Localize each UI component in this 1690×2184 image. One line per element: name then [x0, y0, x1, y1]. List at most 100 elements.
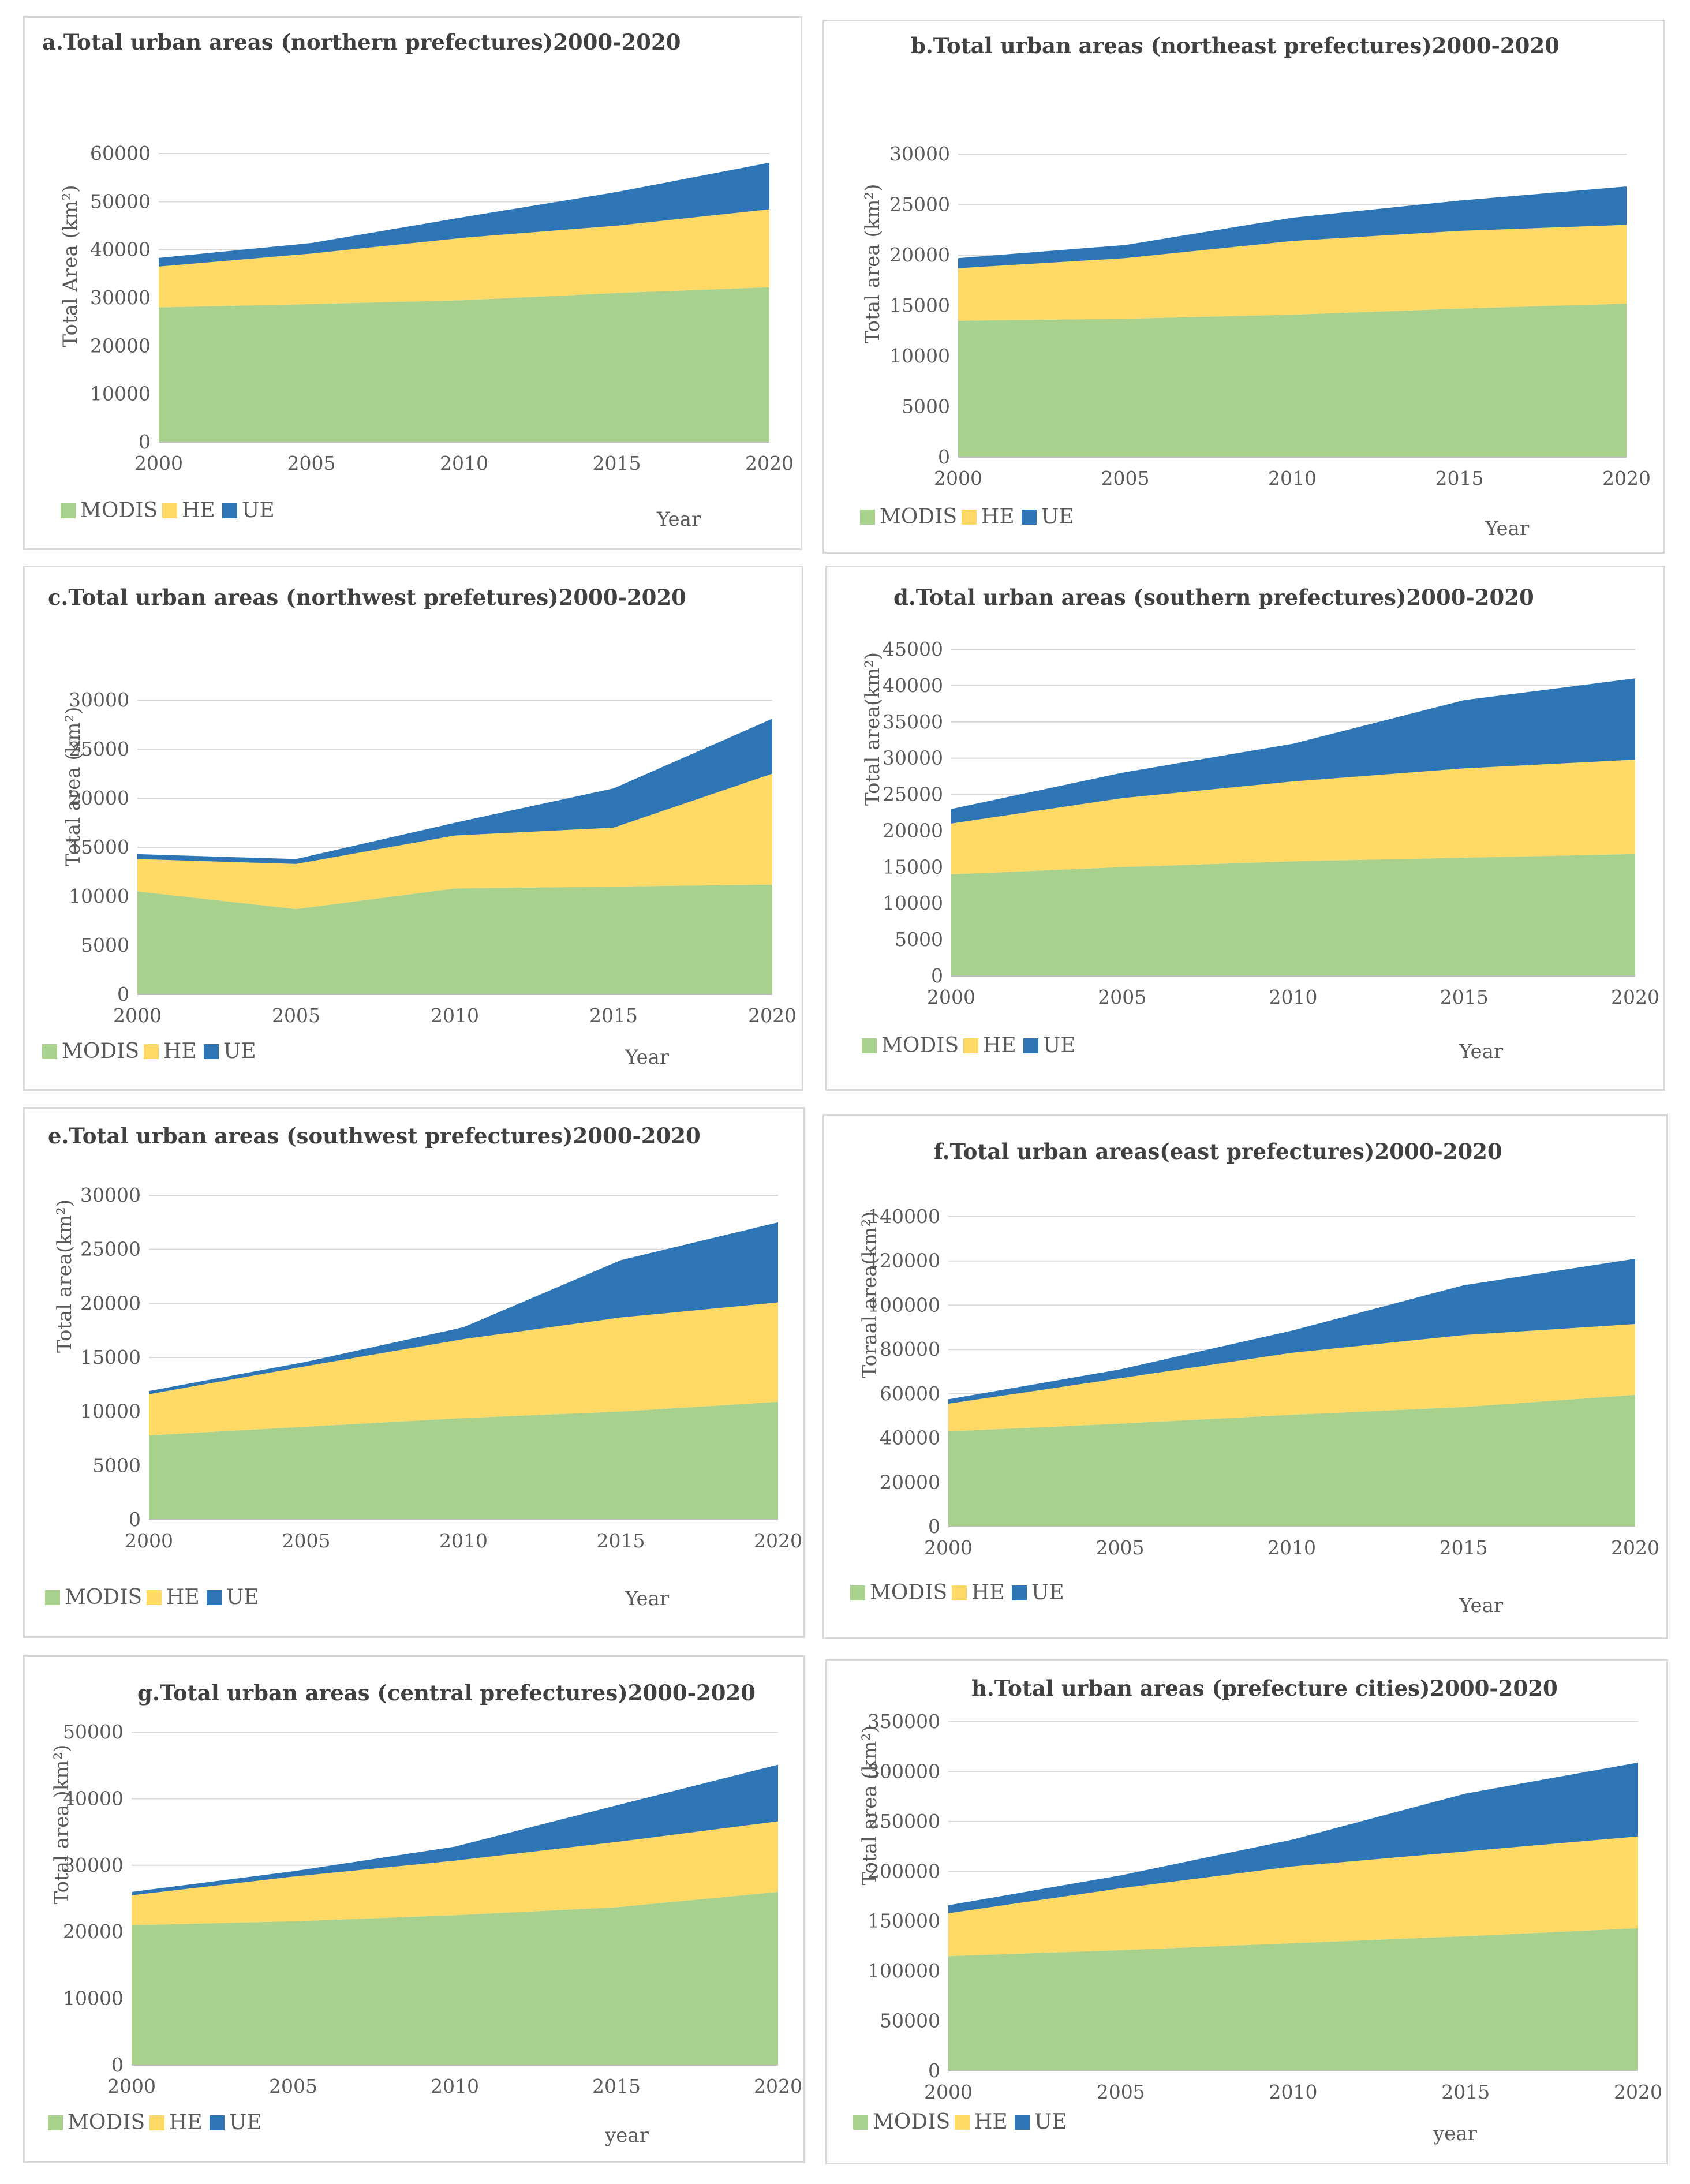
y-tick-label: 15000	[80, 1346, 141, 1368]
legend-swatch-ue	[1022, 510, 1037, 525]
legend-swatch-he	[162, 503, 177, 518]
x-tick-label: 2000	[927, 986, 975, 1008]
x-axis-label: year	[604, 2124, 649, 2147]
legend-swatch-modis	[850, 1585, 865, 1600]
area-he	[132, 1821, 778, 1925]
y-tick-label: 25000	[889, 193, 950, 216]
legend-label-modis: MODIS	[870, 1581, 947, 1605]
y-tick-label: 200000	[868, 1860, 940, 1882]
chart-svg-c: c.Total urban areas (northwest prefeture…	[42, 585, 797, 1069]
x-tick-label: 2020	[1611, 986, 1659, 1008]
y-tick-label: 100000	[868, 1293, 940, 1316]
x-tick-label: 2005	[1101, 467, 1150, 489]
area-modis	[132, 1891, 778, 2065]
area-modis	[137, 884, 772, 994]
area-modis	[958, 304, 1627, 457]
y-tick-label: 10000	[889, 345, 950, 367]
y-tick-label: 350000	[868, 1710, 940, 1733]
y-tick-label: 0	[931, 964, 943, 987]
chart-title: b.Total urban areas (northeast prefectur…	[911, 33, 1560, 58]
y-tick-label: 20000	[90, 334, 151, 357]
x-tick-label: 2005	[287, 452, 336, 474]
y-tick-label: 30000	[889, 143, 950, 165]
chart-title: d.Total urban areas (southern prefecture…	[893, 585, 1534, 610]
y-tick-label: 100000	[868, 1959, 940, 1982]
area-modis	[159, 287, 769, 442]
x-tick-label: 2010	[431, 1004, 479, 1027]
y-tick-label: 40000	[63, 1787, 124, 1809]
chart-title: a.Total urban areas (northern prefecture…	[42, 29, 681, 55]
x-tick-label: 2020	[745, 452, 794, 474]
chart-svg-e: e.Total urban areas (southwest prefectur…	[45, 1123, 802, 1610]
y-tick-label: 40000	[883, 674, 943, 697]
area-modis	[948, 1394, 1635, 1527]
x-tick-label: 2010	[1268, 1536, 1316, 1559]
chart-panel-e: e.Total urban areas (southwest prefectur…	[23, 1107, 805, 1638]
x-tick-label: 2020	[748, 1004, 797, 1027]
area-modis	[149, 1401, 778, 1520]
chart-panel-h: h.Total urban areas (prefecture cities)2…	[825, 1659, 1668, 2164]
x-tick-label: 2015	[593, 452, 641, 474]
y-tick-label: 80000	[880, 1338, 940, 1360]
legend-label-ue: UE	[1034, 2110, 1067, 2134]
legend-label-he: HE	[971, 1581, 1005, 1605]
y-tick-label: 60000	[90, 142, 151, 164]
area-he	[159, 209, 769, 308]
chart-svg-h: h.Total urban areas (prefecture cities)2…	[853, 1676, 1662, 2145]
y-tick-label: 5000	[895, 928, 943, 951]
y-tick-label: 25000	[69, 738, 129, 760]
area-ue	[951, 678, 1635, 824]
y-tick-label: 30000	[90, 286, 151, 309]
legend-label-modis: MODIS	[62, 1039, 139, 1063]
y-tick-label: 40000	[880, 1427, 940, 1449]
area-modis	[948, 1928, 1638, 2071]
y-tick-label: 10000	[63, 1987, 124, 2010]
chart-panel-d: d.Total urban areas (southern prefecture…	[825, 566, 1665, 1091]
x-tick-label: 2010	[1269, 986, 1318, 1008]
chart-svg-g: g.Total urban areas (central prefectures…	[48, 1680, 802, 2147]
x-axis-label: Year	[656, 508, 701, 531]
legend-swatch-he	[952, 1585, 967, 1600]
y-tick-label: 20000	[80, 1292, 141, 1314]
y-tick-label: 15000	[69, 836, 129, 858]
chart-panel-g: g.Total urban areas (central prefectures…	[23, 1655, 805, 2163]
y-tick-label: 20000	[880, 1471, 940, 1493]
x-tick-label: 2020	[1602, 467, 1651, 489]
y-tick-label: 250000	[868, 1810, 940, 1833]
x-tick-label: 2020	[754, 2075, 802, 2097]
x-axis-label: Year	[1459, 1594, 1504, 1617]
y-tick-label: 0	[129, 1508, 141, 1531]
x-tick-label: 2000	[125, 1529, 173, 1552]
y-tick-label: 25000	[80, 1238, 141, 1261]
legend-swatch-ue	[210, 2115, 225, 2130]
y-tick-label: 5000	[902, 395, 950, 418]
chart-svg-a: a.Total urban areas (northern prefecture…	[42, 29, 794, 531]
legend-swatch-modis	[45, 1590, 60, 1605]
x-tick-label: 2015	[1441, 2081, 1490, 2103]
area-ue	[948, 1762, 1638, 1913]
legend-swatch-modis	[853, 2115, 868, 2130]
y-tick-label: 20000	[69, 787, 129, 809]
x-tick-label: 2005	[1096, 1536, 1145, 1559]
area-modis	[951, 854, 1635, 976]
area-he	[948, 1836, 1638, 1957]
legend-swatch-ue	[207, 1590, 222, 1605]
legend-label-ue: UE	[1041, 505, 1074, 529]
x-tick-label: 2020	[754, 1529, 802, 1552]
y-tick-label: 15000	[883, 855, 943, 878]
y-tick-label: 35000	[883, 710, 943, 733]
area-ue	[132, 1764, 778, 1895]
y-axis-label: Total area )km²)	[50, 1745, 73, 1905]
chart-panel-f: f.Total urban areas(east prefectures)200…	[822, 1114, 1668, 1639]
y-tick-label: 120000	[868, 1250, 940, 1272]
chart-svg-b: b.Total urban areas (northeast prefectur…	[860, 33, 1651, 540]
legend-label-he: HE	[169, 2111, 203, 2134]
y-tick-label: 0	[938, 446, 950, 468]
y-tick-label: 60000	[880, 1382, 940, 1405]
chart-title: f.Total urban areas(east prefectures)200…	[934, 1139, 1502, 1164]
y-tick-label: 30000	[69, 689, 129, 711]
x-tick-label: 2015	[589, 1004, 638, 1027]
legend-swatch-ue	[1012, 1585, 1027, 1600]
y-tick-label: 0	[117, 983, 129, 1005]
y-axis-label: Toraal area(km²)	[858, 1211, 881, 1378]
